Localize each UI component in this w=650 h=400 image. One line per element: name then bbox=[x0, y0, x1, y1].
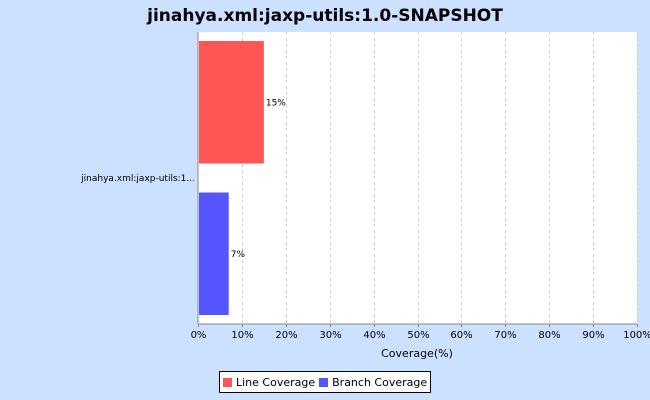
x-tick-label: 90% bbox=[582, 330, 604, 341]
legend: Line Coverage Branch Coverage bbox=[219, 371, 432, 393]
bars: 15% 7% bbox=[199, 41, 286, 315]
x-axis-ticks: 0% 10% 20% 30% 40% 50% 60% 70% 80% 90% 100% bbox=[191, 324, 650, 341]
x-axis-label: Coverage(%) bbox=[381, 347, 453, 360]
category-labels: jinahya.xml:jaxp-utils:1... bbox=[80, 174, 195, 184]
x-tick-label: 60% bbox=[450, 330, 472, 341]
x-tick-label: 0% bbox=[191, 330, 207, 341]
legend-item: Branch Coverage bbox=[319, 376, 427, 389]
grid-lines bbox=[242, 32, 638, 324]
axes bbox=[197, 32, 637, 325]
x-tick-label: 20% bbox=[275, 330, 297, 341]
bar-line-coverage bbox=[199, 41, 264, 164]
data-label: 7% bbox=[231, 250, 246, 260]
legend-swatch bbox=[319, 377, 329, 387]
legend-label: Line Coverage bbox=[236, 375, 316, 389]
x-tick-label: 50% bbox=[407, 330, 429, 341]
x-tick-label: 80% bbox=[538, 330, 560, 341]
chart-title: jinahya.xml:jaxp-utils:1.0-SNAPSHOT bbox=[147, 6, 503, 26]
x-tick-label: 10% bbox=[231, 330, 253, 341]
x-tick-label: 30% bbox=[319, 330, 341, 341]
plot-area bbox=[198, 32, 637, 324]
x-tick-label: 70% bbox=[494, 330, 516, 341]
legend-item: Line Coverage bbox=[223, 376, 315, 389]
x-tick-label: 100% bbox=[623, 330, 650, 341]
legend-label: Branch Coverage bbox=[332, 375, 428, 389]
legend-swatch bbox=[223, 377, 232, 387]
x-tick-label: 40% bbox=[363, 330, 385, 341]
category-label: jinahya.xml:jaxp-utils:1... bbox=[80, 174, 195, 184]
data-label: 15% bbox=[266, 98, 286, 108]
bar-branch-coverage bbox=[199, 192, 229, 315]
